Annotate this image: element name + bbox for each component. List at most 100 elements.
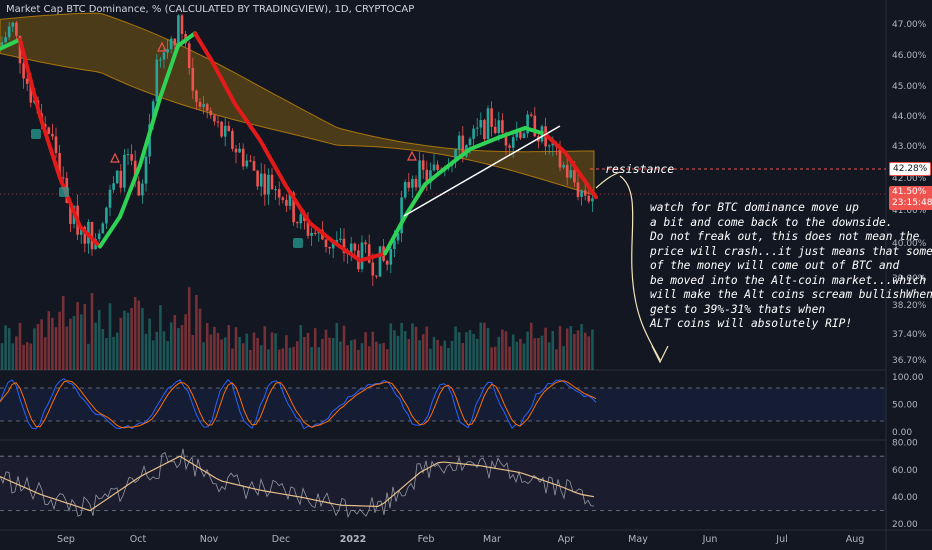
rsi-tick-label: 20.00 bbox=[892, 520, 918, 530]
candle-body bbox=[306, 220, 310, 236]
candle-body bbox=[349, 243, 353, 254]
signal-line-segment bbox=[98, 214, 122, 249]
volume-bar bbox=[101, 329, 105, 370]
signal-line-segment bbox=[383, 214, 407, 256]
volume-bar bbox=[173, 315, 177, 370]
volume-bar bbox=[303, 336, 306, 370]
candle-body bbox=[166, 49, 169, 53]
candle-body bbox=[519, 129, 522, 139]
price-tick-label: 44.00% bbox=[892, 112, 927, 122]
candle-body bbox=[155, 59, 159, 102]
price-tick-label: 36.70% bbox=[892, 356, 927, 366]
volume-bar bbox=[105, 338, 108, 370]
trend-line bbox=[403, 125, 561, 217]
volume-bar bbox=[15, 336, 18, 370]
volume-bar bbox=[112, 336, 115, 370]
volume-bar bbox=[274, 333, 277, 370]
volume-bar bbox=[7, 328, 11, 370]
candle-body bbox=[18, 35, 22, 64]
note-line: a bit and come back to the downside. bbox=[650, 215, 893, 229]
volume-bar bbox=[328, 337, 331, 370]
volume-bar bbox=[0, 343, 4, 370]
volume-bar bbox=[11, 343, 15, 370]
candle-body bbox=[436, 164, 439, 170]
candle-body bbox=[497, 120, 501, 134]
candle-body bbox=[425, 169, 429, 183]
candle-body bbox=[25, 78, 29, 84]
volume-bar bbox=[371, 331, 375, 370]
candle-body bbox=[11, 22, 15, 27]
volume-bar bbox=[349, 340, 353, 370]
candle-body bbox=[126, 154, 130, 156]
candle-body bbox=[360, 242, 364, 270]
candle-body bbox=[461, 135, 465, 157]
candle-body bbox=[421, 160, 425, 170]
volume-bar bbox=[403, 331, 407, 370]
volume-bar bbox=[162, 331, 166, 370]
volume-bar bbox=[90, 293, 94, 370]
volume-bar bbox=[537, 337, 540, 370]
candle-body bbox=[180, 15, 184, 34]
candle-body bbox=[274, 189, 277, 191]
price-tick-label: 46.00% bbox=[892, 51, 927, 61]
candle-body bbox=[216, 121, 220, 123]
candle-body bbox=[385, 260, 389, 265]
volume-bar bbox=[306, 332, 310, 370]
signal-line-segment bbox=[78, 224, 102, 249]
volume-bar bbox=[137, 300, 141, 370]
volume-bar bbox=[144, 333, 148, 370]
candle-body bbox=[202, 104, 205, 107]
volume-bar bbox=[180, 325, 184, 370]
price-tick-label: 41.00% bbox=[892, 206, 927, 216]
note-line: will make the Alt coins scream bullishWh… bbox=[650, 288, 932, 301]
candle-body bbox=[576, 182, 580, 197]
volume-bar bbox=[400, 322, 403, 370]
volume-bar bbox=[576, 330, 580, 370]
candle-body bbox=[339, 238, 342, 241]
volume-bar bbox=[335, 322, 339, 370]
signal-line-segment bbox=[403, 182, 427, 219]
volume-bar bbox=[324, 329, 328, 370]
candle-body bbox=[90, 221, 94, 250]
chart-title: Market Cap BTC Dominance, % (CALCULATED … bbox=[6, 4, 415, 15]
volume-bar bbox=[238, 337, 241, 370]
candle-body bbox=[256, 170, 259, 187]
candle-body bbox=[130, 154, 133, 161]
signal-line-segment bbox=[423, 166, 447, 187]
price-tick-label: 45.00% bbox=[892, 82, 927, 92]
signal-line-segment bbox=[193, 31, 214, 64]
volume-bar bbox=[231, 348, 234, 370]
osc-band bbox=[0, 388, 886, 421]
signal-line-segment bbox=[176, 31, 197, 48]
volume-bar bbox=[285, 335, 288, 370]
volume-bar bbox=[353, 339, 357, 370]
volume-bar bbox=[187, 287, 191, 370]
volume-bar bbox=[331, 337, 335, 370]
candle-body bbox=[51, 133, 54, 137]
volume-bar bbox=[378, 343, 382, 370]
candle-body bbox=[191, 67, 195, 91]
candle-body bbox=[551, 143, 555, 146]
time-tick-label: Jun bbox=[702, 534, 718, 545]
signal-line-segment bbox=[38, 114, 62, 180]
volume-bar bbox=[411, 323, 414, 370]
candle-body bbox=[245, 160, 249, 167]
signal-line-segment bbox=[58, 176, 82, 229]
signal-line-segment bbox=[523, 126, 547, 136]
candle-body bbox=[432, 164, 436, 171]
volume-bar bbox=[540, 335, 544, 370]
candle-body bbox=[115, 170, 119, 184]
candle-body bbox=[504, 132, 508, 146]
sell-marker-icon bbox=[407, 150, 417, 161]
candle-body bbox=[105, 207, 108, 224]
candle-body bbox=[486, 108, 490, 140]
candle-body bbox=[83, 226, 87, 244]
candle-body bbox=[209, 110, 213, 116]
signal-line-segment bbox=[118, 163, 142, 219]
volume-bar bbox=[177, 328, 180, 370]
volume-bar bbox=[256, 337, 259, 370]
candle-body bbox=[331, 242, 335, 249]
volume-bar bbox=[382, 342, 385, 370]
rsi-ma-line bbox=[0, 455, 595, 512]
